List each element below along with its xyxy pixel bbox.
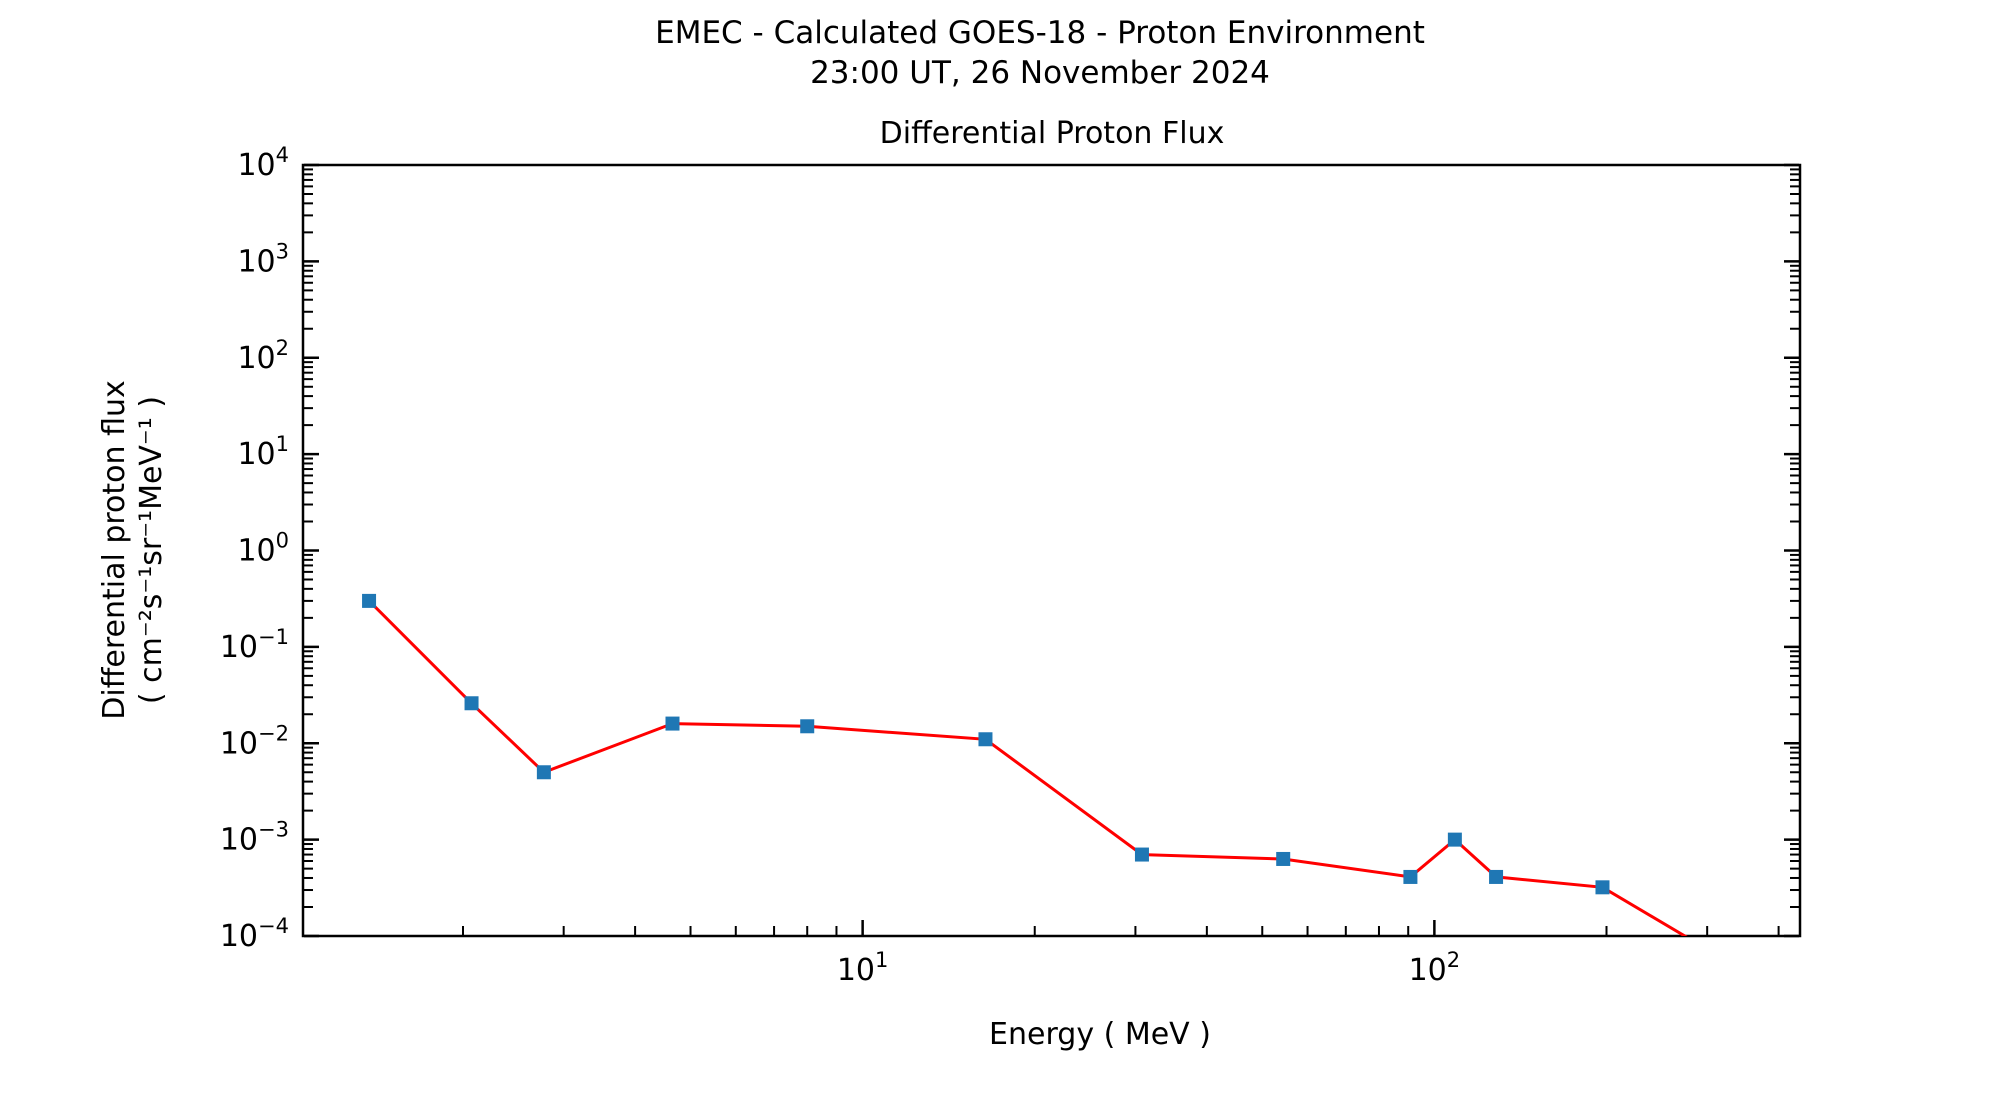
y-tick-label: 103 [237,239,289,279]
y-tick-label: 104 [237,143,289,183]
x-tick-label: 102 [1409,948,1461,988]
data-point-marker [978,732,993,747]
plot-border [301,163,1802,938]
y-tick-label: 10−3 [220,818,289,858]
x-axis-ticks [461,920,1780,935]
x-axis-label: Energy ( MeV ) [989,1017,1211,1052]
data-point-marker [362,593,377,608]
y-tick-label: 10−4 [220,914,289,954]
y-tick-label: 10−2 [220,721,289,761]
y-axis-label-line1: Differential proton flux [97,380,132,720]
data-point-marker [1489,869,1504,884]
y-tick-label: 102 [237,336,289,376]
data-point-marker [1727,958,1741,972]
data-point-marker [665,716,680,731]
flux-line [368,599,1688,936]
axes-title: Differential Proton Flux [879,116,1225,151]
y-tick-label: 100 [237,529,289,569]
y-axis-label-line2: ( cm⁻²s⁻¹sr⁻¹MeV⁻¹ ) [134,395,169,705]
data-point-marker [1595,880,1610,895]
suptitle-line1: EMEC - Calculated GOES-18 - Proton Envir… [655,15,1425,51]
y-axis-ticks [304,163,1799,938]
suptitle-line2: 23:00 UT, 26 November 2024 [810,55,1270,91]
data-point-marker [800,719,815,734]
x-tick-label: 101 [837,948,889,988]
data-point-marker [1447,832,1462,847]
y-tick-label: 10−1 [220,625,289,665]
data-markers [362,593,1741,972]
data-point-marker [1276,851,1291,866]
y-tick-label: 101 [237,432,289,472]
data-point-marker [464,696,479,711]
y-axis-label: Differential proton flux ( cm⁻²s⁻¹sr⁻¹Me… [96,380,170,719]
data-point-marker [536,765,551,780]
suptitle: EMEC - Calculated GOES-18 - Proton Envir… [655,13,1425,93]
data-point-marker [1134,847,1149,862]
data-point-marker [1403,869,1418,884]
